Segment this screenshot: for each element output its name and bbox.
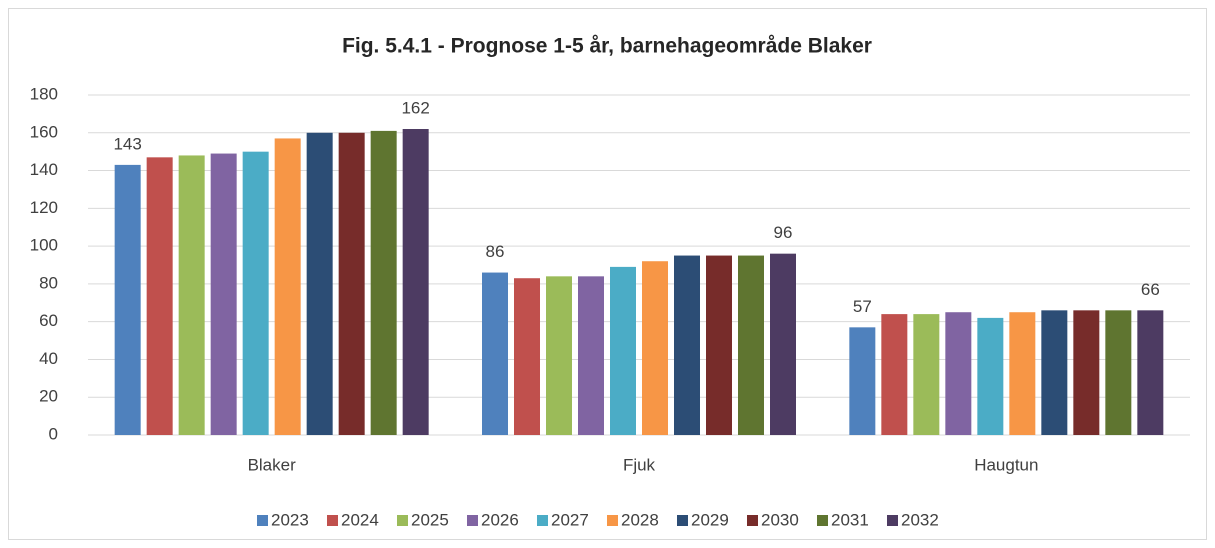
bar bbox=[642, 261, 668, 435]
bar bbox=[770, 253, 796, 435]
y-tick-label: 180 bbox=[30, 84, 58, 103]
chart-border bbox=[8, 8, 1207, 540]
bar bbox=[402, 129, 429, 435]
legend-swatch bbox=[257, 515, 268, 526]
bar bbox=[1009, 312, 1036, 435]
y-tick-label: 80 bbox=[39, 273, 58, 292]
bar bbox=[114, 164, 141, 435]
legend-label: 2023 bbox=[271, 510, 309, 529]
bar bbox=[578, 276, 604, 435]
legend-label: 2028 bbox=[621, 510, 659, 529]
y-tick-label: 120 bbox=[30, 198, 58, 217]
legend-label: 2032 bbox=[901, 510, 939, 529]
bar bbox=[1073, 310, 1100, 435]
legend-swatch bbox=[327, 515, 338, 526]
legend-swatch bbox=[607, 515, 618, 526]
x-tick-label: Blaker bbox=[248, 455, 297, 474]
bar bbox=[881, 314, 908, 435]
legend-label: 2027 bbox=[551, 510, 589, 529]
legend-swatch bbox=[817, 515, 828, 526]
bar bbox=[674, 255, 700, 435]
legend-label: 2026 bbox=[481, 510, 519, 529]
bar bbox=[1137, 310, 1164, 435]
bar bbox=[210, 153, 237, 436]
bar bbox=[146, 157, 173, 436]
data-label: 96 bbox=[774, 223, 793, 242]
y-tick-label: 100 bbox=[30, 236, 58, 255]
bar bbox=[242, 151, 269, 435]
legend-label: 2025 bbox=[411, 510, 449, 529]
bar bbox=[610, 266, 636, 435]
legend-swatch bbox=[397, 515, 408, 526]
bar bbox=[1041, 310, 1068, 435]
bar bbox=[514, 278, 540, 435]
bar bbox=[849, 327, 876, 435]
y-tick-label: 40 bbox=[39, 349, 58, 368]
x-tick-label: Haugtun bbox=[974, 455, 1038, 474]
bar bbox=[1105, 310, 1132, 435]
legend-label: 2031 bbox=[831, 510, 869, 529]
bar bbox=[306, 132, 333, 435]
legend-swatch bbox=[537, 515, 548, 526]
legend-swatch bbox=[467, 515, 478, 526]
bar bbox=[738, 255, 764, 435]
x-tick-label: Fjuk bbox=[623, 455, 656, 474]
legend-swatch bbox=[747, 515, 758, 526]
bar bbox=[913, 314, 940, 435]
data-label: 86 bbox=[486, 242, 505, 261]
data-label: 162 bbox=[401, 98, 429, 117]
legend-label: 2024 bbox=[341, 510, 379, 529]
bar bbox=[706, 255, 732, 435]
bar bbox=[274, 138, 301, 435]
data-label: 143 bbox=[113, 134, 141, 153]
bar bbox=[945, 312, 972, 435]
chart-title: Fig. 5.4.1 - Prognose 1-5 år, barnehageo… bbox=[342, 35, 872, 58]
legend-label: 2029 bbox=[691, 510, 729, 529]
y-tick-label: 20 bbox=[39, 387, 58, 406]
bar bbox=[546, 276, 572, 435]
legend-swatch bbox=[677, 515, 688, 526]
data-label: 66 bbox=[1141, 280, 1160, 299]
y-tick-label: 140 bbox=[30, 160, 58, 179]
legend-label: 2030 bbox=[761, 510, 799, 529]
bar bbox=[338, 132, 365, 435]
data-label: 57 bbox=[853, 297, 872, 316]
bar bbox=[370, 130, 397, 435]
y-tick-label: 60 bbox=[39, 311, 58, 330]
y-tick-label: 0 bbox=[49, 424, 58, 443]
y-tick-label: 160 bbox=[30, 122, 58, 141]
bar bbox=[977, 317, 1004, 435]
bar bbox=[482, 272, 508, 435]
legend-swatch bbox=[887, 515, 898, 526]
bar bbox=[178, 155, 205, 435]
